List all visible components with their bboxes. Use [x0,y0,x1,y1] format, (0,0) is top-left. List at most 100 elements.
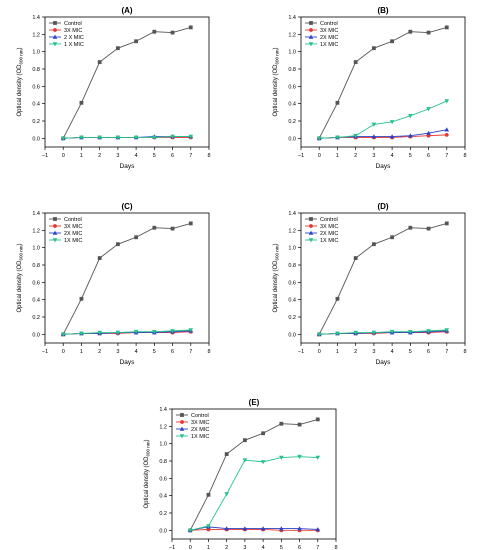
x-tick-label: 8 [207,153,210,159]
x-tick-label: 4 [391,349,394,355]
data-point [389,120,395,125]
series-line [190,526,318,531]
data-point [206,524,211,529]
x-tick-label: 3 [116,349,119,355]
y-tick-label: 0.2 [288,315,296,321]
data-point [188,221,193,226]
y-tick-label: 0.4 [288,298,296,304]
x-tick-label: 2 [98,153,101,159]
legend-marker [179,426,185,431]
x-axis-label: Days [120,163,136,170]
x-tick-label: 2 [225,545,228,550]
x-tick-label: 6 [298,545,301,550]
legend-label: 3X MIC [64,224,82,230]
series-line [63,136,191,139]
y-tick-label: 0.8 [32,263,40,269]
x-tick-label: 5 [409,349,412,355]
x-tick-label: 5 [409,153,412,159]
legend-label: 1X MIC [320,238,338,244]
y-tick-label: 0.4 [288,102,296,108]
data-point [79,296,84,301]
data-point [444,99,450,104]
data-point [444,25,449,30]
x-tick-label: 3 [243,545,246,550]
legend-label: Control [320,21,338,27]
legend-marker [52,230,58,235]
y-tick-label: 1.0 [288,50,296,56]
data-point [335,100,340,105]
chart-panel: (A) −1 0 1 2 3 4 5 6 7 8 0.0 0.2 0.4 0.6 0.8 1.0 1.2 1.4 Da… [17,6,211,170]
plot-frame [44,16,210,148]
plot-frame [300,16,466,148]
plot-frame [171,408,337,540]
y-tick-label: 0.6 [32,280,40,286]
data-point [133,135,139,140]
y-tick-label: 0.4 [32,102,40,108]
data-point [444,328,450,333]
data-point [353,256,358,260]
x-tick-label: 1 [80,153,83,159]
series-line [190,529,318,531]
data-point [444,127,450,132]
chart-panel: (D) −1 0 1 2 3 4 5 6 7 8 0.0 0.2 0.4 0.6 0.8 1.0 1.2 1.4 Da… [273,202,467,366]
x-tick-label: 5 [280,545,283,550]
legend-marker [308,34,314,39]
data-point [224,492,229,497]
plot-frame [300,212,466,344]
data-point [444,132,449,137]
data-point [408,225,413,230]
y-tick-label: 0.4 [159,494,167,500]
data-point [353,133,358,139]
legend-label: 1 X MIC [64,42,84,48]
y-axis-label: Optical density (OD600 nm) [144,439,151,508]
data-point [371,330,377,335]
chart-panel: (C) −1 0 1 2 3 4 5 6 7 8 0.0 0.2 0.4 0.6 0.8 1.0 1.2 1.4 Da… [17,202,211,366]
legend-label: Control [320,217,338,223]
y-tick-label: 1.2 [288,228,296,234]
legend-label: Control [64,217,82,223]
data-point [426,30,431,35]
data-point [408,29,413,34]
data-point [115,242,120,247]
x-tick-label: 0 [318,153,321,159]
data-point [152,135,157,140]
data-point [260,526,266,531]
data-point [97,60,102,64]
legend-label: 2 X MIC [64,35,84,41]
series-line [318,26,447,139]
x-tick-label: −1 [169,545,175,550]
data-point [371,122,377,127]
legend-label: 2X MIC [320,231,338,237]
x-tick-label: 7 [189,349,192,355]
data-point [170,134,175,139]
x-tick-label: 7 [316,545,319,550]
x-axis-label: Days [120,359,136,366]
legend-marker [180,413,184,417]
y-tick-label: 0.2 [288,119,296,125]
data-point [260,460,266,465]
data-point [315,455,321,460]
data-point [97,330,102,335]
series-line [319,100,447,139]
data-point [206,492,211,497]
chart-panel: (E)−10123456780.00.20.40.60.81.01.21.4Da… [144,398,338,550]
legend-marker [308,238,314,243]
series-line [189,418,318,531]
data-point [335,135,340,140]
x-tick-label: 7 [189,153,192,159]
series-line [63,329,191,335]
plot-frame [44,212,210,344]
series-line [318,222,447,335]
legend-label: 3X MIC [64,28,82,34]
x-tick-label: 2 [98,349,101,355]
x-tick-label: 1 [336,349,339,355]
data-point [371,134,377,139]
x-tick-label: 4 [135,153,138,159]
y-tick-label: 0.6 [288,84,296,90]
data-point [408,133,413,138]
legend-label: 2X MIC [64,231,82,237]
data-point [335,296,340,301]
legend-marker [52,34,58,39]
data-point [389,134,395,139]
